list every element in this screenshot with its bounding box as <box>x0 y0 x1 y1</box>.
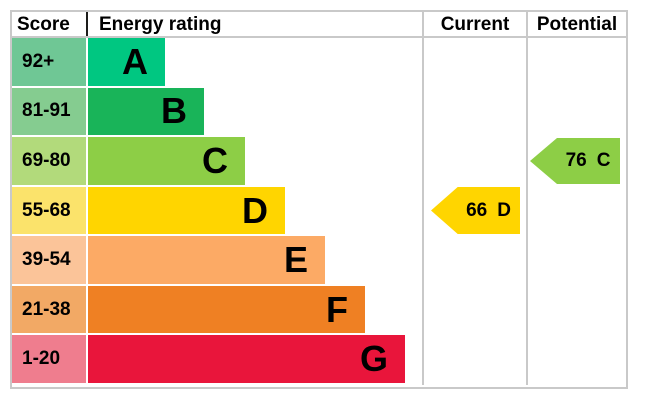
band-row-e: 39-54 E <box>12 236 626 286</box>
header-current: Current <box>422 12 526 36</box>
band-row-b: 81-91 B <box>12 87 626 138</box>
score-range-d: 55-68 <box>12 186 86 235</box>
column-gap <box>86 285 88 334</box>
chart-header: Score Energy rating Current Potential <box>12 12 626 38</box>
band-bar-e: E <box>88 236 325 284</box>
band-row-f: 21-38 F <box>12 285 626 336</box>
band-bar-f: F <box>88 285 365 334</box>
header-score: Score <box>12 12 88 36</box>
potential-column-divider <box>526 38 528 385</box>
current-score-value: 66 <box>466 199 488 221</box>
score-range-f: 21-38 <box>12 285 86 334</box>
band-bar-g: G <box>88 335 405 384</box>
score-range-e: 39-54 <box>12 236 86 284</box>
band-row-d: 55-68 D <box>12 186 626 237</box>
band-bar-d: D <box>88 186 285 235</box>
current-band-letter: D <box>497 199 511 221</box>
header-potential: Potential <box>526 12 626 36</box>
score-range-b: 81-91 <box>12 87 86 136</box>
current-column-divider <box>422 38 424 385</box>
band-bar-b: B <box>88 87 204 136</box>
column-gap <box>86 335 88 384</box>
band-bar-c: C <box>88 137 245 185</box>
score-range-c: 69-80 <box>12 137 86 185</box>
band-bar-a: A <box>88 38 165 86</box>
column-gap <box>86 186 88 235</box>
score-range-g: 1-20 <box>12 335 86 384</box>
band-row-a: 92+ A <box>12 38 626 88</box>
column-gap <box>86 236 88 284</box>
chart-body: 92+ A 81-91 B 69-80 C 55-68 D 39-54 E 21… <box>12 38 626 386</box>
score-range-a: 92+ <box>12 38 86 86</box>
band-row-g: 1-20 G <box>12 335 626 386</box>
epc-rating-chart: Score Energy rating Current Potential 92… <box>10 10 628 389</box>
column-gap <box>86 87 88 136</box>
column-gap <box>86 38 88 86</box>
header-energy-rating: Energy rating <box>99 14 222 35</box>
column-gap <box>86 137 88 185</box>
potential-band-letter: C <box>596 150 611 171</box>
band-row-c: 69-80 C <box>12 137 626 187</box>
potential-score-value: 76 <box>565 150 587 171</box>
